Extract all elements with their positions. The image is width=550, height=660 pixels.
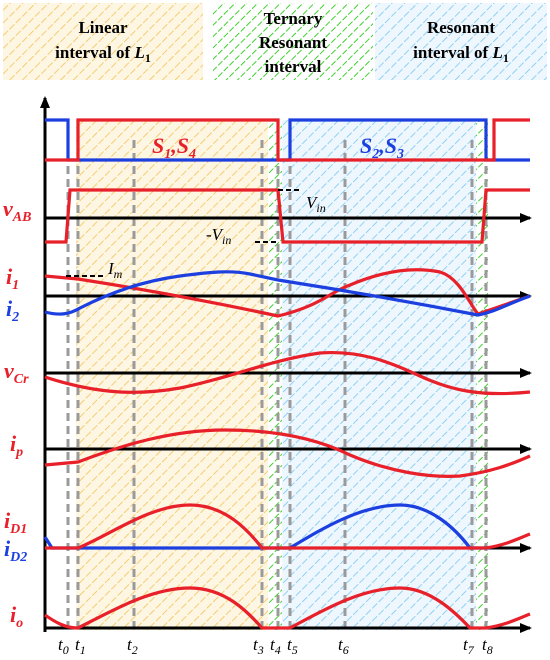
label-s1-s4: S1,S4 bbox=[152, 133, 196, 162]
tick-t5: t5 bbox=[287, 635, 298, 657]
label-s2-s3: S2,S3 bbox=[360, 133, 404, 162]
label-i1: i1 bbox=[6, 264, 19, 293]
label-id1: iD1 bbox=[4, 508, 27, 537]
annotation-vin: Vin bbox=[306, 193, 326, 215]
label-vab: vAB bbox=[3, 196, 31, 225]
gate-s1-s4-waveform bbox=[45, 118, 530, 162]
interval-resonant-region bbox=[282, 120, 476, 630]
interval-backgrounds bbox=[76, 120, 488, 630]
waveform-io bbox=[44, 586, 531, 630]
legend-linear-line1: Linear bbox=[78, 18, 128, 37]
annotation-im: Im bbox=[107, 259, 123, 281]
waveform-i2 bbox=[44, 270, 531, 317]
label-io: io bbox=[10, 602, 23, 631]
legend-resonant-line1: Resonant bbox=[427, 18, 495, 37]
gate-s2-s3-waveform bbox=[45, 118, 530, 162]
label-vcr: vCr bbox=[4, 358, 29, 387]
tick-t6: t6 bbox=[338, 635, 349, 657]
annotation-neg-vin: -Vin bbox=[206, 225, 231, 247]
tick-t7: t7 bbox=[463, 635, 475, 657]
vin-level-markers bbox=[255, 189, 300, 243]
signal-labels: vAB i1 i2 vCr ip iD1 iD2 io bbox=[3, 196, 31, 631]
legend: Linear interval of L1 Ternary Resonant i… bbox=[3, 3, 547, 80]
waveform-vab bbox=[45, 188, 530, 244]
label-ip: ip bbox=[10, 431, 23, 460]
tick-t2: t2 bbox=[127, 635, 138, 657]
legend-ternary-line2: Resonant bbox=[259, 33, 327, 52]
tick-t3: t3 bbox=[253, 635, 264, 657]
waveform-id2 bbox=[43, 503, 490, 550]
gate-signals bbox=[45, 118, 530, 162]
legend-ternary-line1: Ternary bbox=[264, 9, 323, 28]
legend-ternary-swatch bbox=[213, 3, 373, 80]
label-id2: iD2 bbox=[4, 536, 27, 565]
tick-t4: t4 bbox=[270, 635, 281, 657]
legend-ternary-line3: interval bbox=[265, 57, 322, 76]
legend-resonant-swatch bbox=[375, 3, 547, 80]
waveform-ip bbox=[44, 428, 531, 478]
legend-linear-swatch bbox=[3, 3, 203, 80]
legend-resonant-line2: interval of L1 bbox=[413, 43, 509, 65]
legend-linear-line2: interval of L1 bbox=[55, 43, 151, 65]
tick-t0: t0 bbox=[58, 635, 69, 657]
interval-linear-region bbox=[76, 120, 268, 630]
waveform-vcr bbox=[44, 350, 531, 396]
label-i2: i2 bbox=[6, 296, 19, 325]
waveform-id1 bbox=[45, 503, 531, 550]
tick-t1: t1 bbox=[75, 635, 86, 657]
waveform-i1 bbox=[44, 268, 531, 318]
tick-t8: t8 bbox=[482, 635, 493, 657]
time-tick-labels: t0 t1 t2 t3 t4 t5 t6 t7 t8 bbox=[58, 635, 493, 657]
